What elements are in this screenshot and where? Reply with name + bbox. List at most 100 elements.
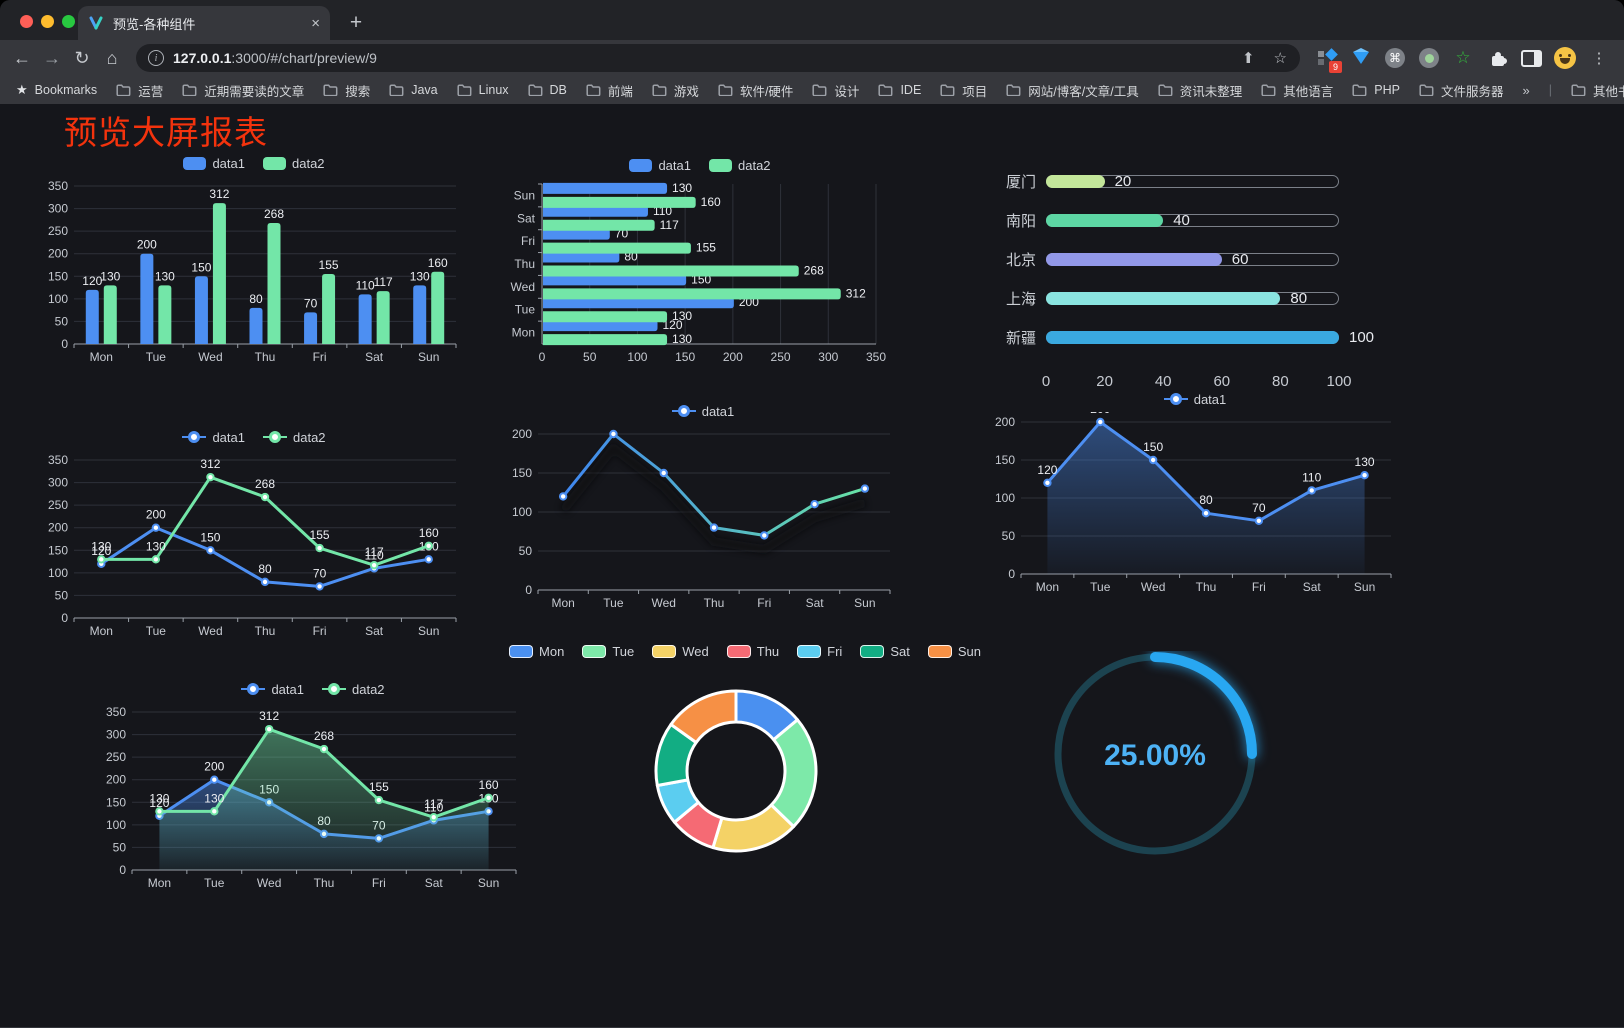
- legend-item[interactable]: Wed: [652, 644, 709, 659]
- bookmark-folder[interactable]: 近期需要读的文章: [182, 81, 304, 100]
- home-icon[interactable]: ⌂: [106, 47, 118, 68]
- svg-text:200: 200: [995, 415, 1015, 429]
- browser-tab[interactable]: 预览-各种组件 ×: [78, 6, 330, 40]
- svg-text:150: 150: [48, 543, 68, 557]
- bookmark-folder[interactable]: 文件服务器: [1419, 81, 1503, 100]
- bookmark-folder[interactable]: 设计: [812, 81, 859, 100]
- command-extension-icon[interactable]: ⌘: [1384, 47, 1406, 69]
- split-view-icon[interactable]: [1520, 47, 1542, 69]
- legend-item[interactable]: Tue: [582, 644, 634, 659]
- url-text[interactable]: 127.0.0.1:3000/#/chart/preview/9: [173, 50, 1228, 66]
- minimize-window-button[interactable]: [41, 15, 54, 28]
- chart-canvas: 0 50 100 150 200 250 300 350 Mon Tue Wed Thu Fri Sat S…: [106, 705, 517, 890]
- svg-text:250: 250: [106, 750, 126, 764]
- svg-text:50: 50: [55, 314, 69, 328]
- legend-item[interactable]: data2: [263, 156, 325, 171]
- svg-text:130: 130: [146, 539, 166, 553]
- svg-text:80: 80: [249, 292, 263, 306]
- back-icon[interactable]: ←: [13, 47, 31, 68]
- bookmark-label: Linux: [478, 83, 509, 97]
- bookmark-star-icon[interactable]: ☆: [1273, 50, 1287, 67]
- svg-text:Tue: Tue: [603, 596, 624, 610]
- legend-item[interactable]: data2: [709, 158, 771, 173]
- bookmark-folder[interactable]: 运营: [116, 81, 163, 100]
- legend-item[interactable]: data1: [671, 403, 735, 419]
- bookmark-folder[interactable]: Linux: [457, 83, 509, 97]
- forward-icon[interactable]: →: [43, 47, 61, 68]
- url-host: 127.0.0.1: [173, 50, 232, 66]
- svg-text:200: 200: [512, 427, 532, 441]
- extensions-puzzle-icon[interactable]: [1486, 47, 1508, 69]
- maximize-window-button[interactable]: [62, 15, 75, 28]
- progress-label: 北京: [1005, 252, 1036, 269]
- legend-item[interactable]: data2: [263, 430, 326, 445]
- folder-icon: [1571, 84, 1586, 96]
- bookmarks-separator: |: [1548, 83, 1552, 97]
- bookmark-folder[interactable]: IDE: [878, 83, 921, 97]
- legend-item[interactable]: data1: [629, 158, 691, 173]
- bookmark-folder[interactable]: 其他语言: [1261, 81, 1333, 100]
- legend-marker: [509, 644, 534, 658]
- bookmark-folder[interactable]: PHP: [1352, 83, 1400, 97]
- bookmark-folder[interactable]: 软件/硬件: [718, 81, 793, 100]
- folder-icon: [1006, 84, 1021, 96]
- page-title: 预览大屏报表: [64, 114, 268, 151]
- svg-text:312: 312: [259, 709, 279, 723]
- svg-text:155: 155: [369, 780, 389, 794]
- bookmarks-overflow-chevron[interactable]: »: [1522, 82, 1530, 98]
- progress-row: 厦门 20: [988, 162, 1408, 201]
- bookmark-folder[interactable]: 网站/博客/文章/工具: [1006, 81, 1139, 100]
- bookmark-label: 资讯未整理: [1179, 84, 1243, 99]
- legend-marker: [927, 644, 952, 658]
- tab-close-icon[interactable]: ×: [311, 14, 320, 32]
- legend-item[interactable]: Mon: [509, 644, 564, 659]
- legend-item[interactable]: data1: [182, 430, 245, 445]
- browser-toolbar: ← → ↻ ⌂ i 127.0.0.1:3000/#/chart/preview…: [0, 40, 1624, 76]
- legend-label: data1: [701, 403, 735, 419]
- legend-item[interactable]: Fri: [797, 644, 842, 659]
- profile-avatar[interactable]: [1554, 47, 1576, 69]
- bookmark-label: 运营: [138, 84, 164, 99]
- share-icon[interactable]: ⬆: [1241, 50, 1255, 67]
- gem-extension-icon[interactable]: [1350, 47, 1372, 69]
- progress-label: 新疆: [1005, 330, 1036, 347]
- bookmark-folder[interactable]: 项目: [940, 81, 987, 100]
- bookmark-folder[interactable]: Java: [389, 83, 438, 97]
- bookmark-folder[interactable]: 前端: [586, 81, 633, 100]
- svg-text:117: 117: [365, 545, 384, 559]
- reload-icon[interactable]: ↻: [74, 47, 90, 68]
- tab-manager-extension-icon[interactable]: 9: [1316, 47, 1342, 73]
- address-bar[interactable]: i 127.0.0.1:3000/#/chart/preview/9 ⬆ ☆: [136, 44, 1300, 72]
- legend-marker: [860, 644, 885, 658]
- svg-text:0: 0: [61, 337, 68, 351]
- svg-text:312: 312: [200, 457, 220, 471]
- browser-menu-icon[interactable]: ⋮: [1591, 50, 1607, 67]
- legend-marker: [182, 431, 207, 443]
- svg-text:155: 155: [310, 528, 330, 542]
- site-info-icon[interactable]: i: [148, 50, 164, 66]
- bookmarks-root[interactable]: ★ Bookmarks: [16, 82, 97, 98]
- svg-text:130: 130: [100, 269, 120, 283]
- star-extension-icon[interactable]: ☆: [1455, 48, 1471, 67]
- legend-label: data2: [292, 155, 325, 171]
- legend-item[interactable]: data2: [322, 682, 385, 697]
- svg-text:130: 130: [204, 791, 224, 805]
- traffic-lights: [20, 15, 75, 28]
- close-window-button[interactable]: [20, 15, 33, 28]
- bookmark-folder[interactable]: 资讯未整理: [1158, 81, 1243, 100]
- folder-icon: [1261, 84, 1276, 96]
- legend-item[interactable]: data1: [1163, 392, 1226, 407]
- other-bookmarks-folder[interactable]: 其他书签: [1571, 81, 1624, 100]
- new-tab-button[interactable]: +: [349, 11, 363, 34]
- legend-item[interactable]: data1: [241, 682, 304, 697]
- bookmark-folder[interactable]: 搜索: [323, 81, 370, 100]
- progress-row: 上海 80: [988, 279, 1408, 318]
- recorder-extension-icon[interactable]: [1418, 47, 1440, 69]
- legend-item[interactable]: Thu: [726, 644, 779, 659]
- legend-item[interactable]: Sat: [860, 644, 910, 659]
- bookmark-folder[interactable]: DB: [527, 83, 567, 97]
- legend-item[interactable]: data1: [183, 156, 245, 171]
- legend-item[interactable]: Sun: [927, 644, 981, 659]
- bookmark-folder[interactable]: 游戏: [652, 81, 699, 100]
- svg-text:268: 268: [255, 477, 275, 491]
